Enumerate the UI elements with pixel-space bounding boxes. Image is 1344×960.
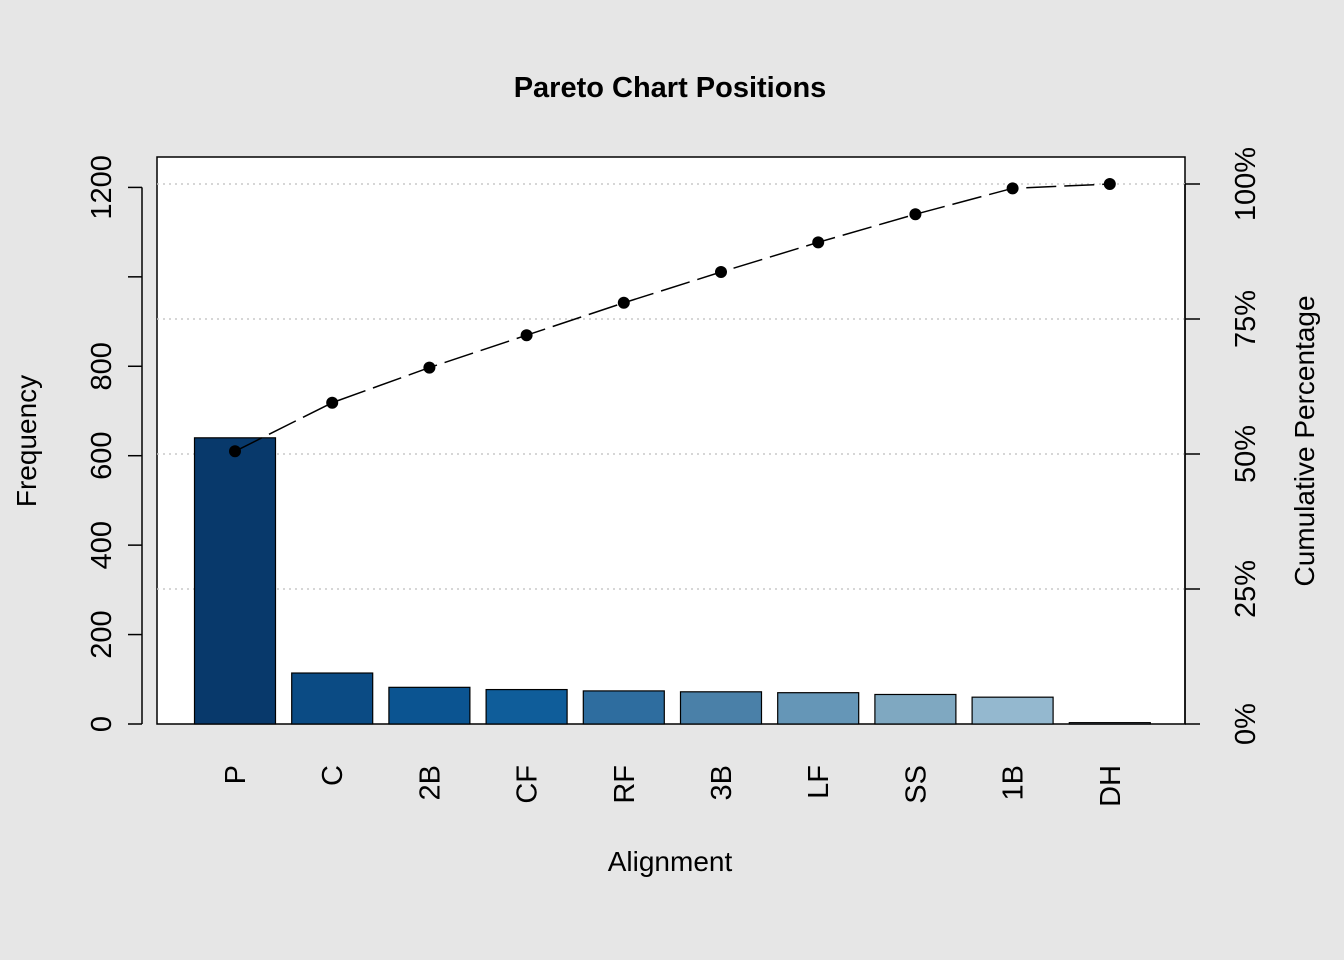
y2-tick-label: 75% [1230,290,1262,348]
cumulative-point-1b [1006,182,1019,195]
y-axis-right: 0% 25% 50% 75% 100% [1184,147,1262,745]
y-tick-label: 400 [86,521,118,569]
cumulative-point-ss [909,208,922,221]
x-tick-label-2b: 2B [414,765,446,800]
bar-p [193,437,277,725]
cumulative-point-rf [617,296,630,309]
y-axis-left: 0 200 400 600 800 1200 [86,155,143,732]
y2-tick-label: 100% [1230,147,1262,221]
cumulative-point-c [326,396,339,409]
cumulative-point-p [229,445,241,458]
bar-lf [777,692,860,725]
x-tick-label-ss: SS [900,765,932,804]
bar-2b [388,686,471,725]
x-tick-label-3b: 3B [706,765,738,800]
x-tick-label-p: P [220,765,252,784]
x-tick-label-1b: 1B [998,765,1030,800]
y2-tick-label: 0% [1230,703,1262,745]
y-axis-label: Frequency [11,375,42,507]
cumulative-point-dh [1103,178,1116,190]
y2-axis-label: Cumulative Percentage [1289,295,1320,586]
cumulative-point-cf [520,329,533,342]
chart-title: Pareto Chart Positions [514,72,827,104]
x-axis-label: Alignment [608,846,733,877]
plot-area [156,156,1186,725]
y-tick-label: 600 [86,432,118,480]
cumulative-point-2b [423,361,436,374]
y-tick-label: 1200 [86,155,118,220]
y-tick-label: 200 [86,610,118,658]
y-tick-label: 800 [86,342,118,390]
x-tick-label-dh: DH [1095,765,1127,807]
cumulative-point-lf [812,236,825,249]
bar-1b [971,696,1054,725]
bar-cf [485,688,568,725]
bars [193,437,1151,725]
bar-rf [582,690,665,725]
cumulative-point-3b [715,266,727,279]
x-axis: P C 2B CF RF 3B LF SS 1B DH [220,765,1127,807]
y2-tick-label: 25% [1230,560,1262,618]
bar-3b [679,691,763,725]
bar-dh [1068,722,1151,725]
x-tick-label-cf: CF [512,765,544,804]
cumulative-line [229,178,1116,458]
bar-ss [874,693,957,725]
cumulative-line-path [234,183,1110,452]
y2-tick-label: 50% [1230,425,1262,483]
x-tick-label-rf: RF [609,765,641,804]
x-tick-label-lf: LF [803,765,835,799]
x-tick-label-c: C [317,765,349,786]
bar-c [291,672,374,725]
y-tick-label: 0 [86,716,118,732]
